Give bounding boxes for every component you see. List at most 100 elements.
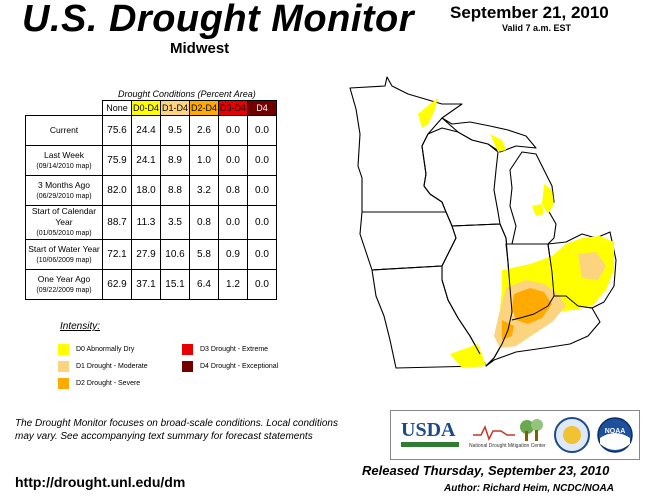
disclaimer-note: The Drought Monitor focuses on broad-sca… [15,418,338,442]
value-cell: 82.0 [102,175,132,206]
row-label: Start of Calendar Year [31,206,97,227]
value-cell: 27.9 [131,239,161,270]
value-cell: 3.5 [160,205,190,240]
row-sublabel: (09/22/2009 map) [36,286,92,294]
table-header-cell: D3-D4 [218,100,248,116]
d0-area-michigan-east [542,184,554,214]
state-outlines [349,76,617,369]
row-label: Last Week [43,149,84,160]
value-cell: 24.4 [131,115,161,146]
table-row: Current 75.6 24.4 9.5 2.6 0.0 0.0 [25,115,277,146]
legend-title: Intensity: [60,321,101,332]
noaa-logo-text: NOAA [605,428,626,435]
value-cell: 75.9 [102,145,132,176]
table-body: Current 75.6 24.4 9.5 2.6 0.0 0.0 Last Week (09/… [25,115,277,300]
d0-area-upper-peninsula [490,134,506,152]
d1-area-ohio-central [578,252,606,280]
table-row: Start of Water Year (10/06/2009 map) 72.1 2… [25,239,277,270]
table-row: One Year Ago (09/22/2009 map) 62.9 37.1 15.1… [25,269,277,300]
value-cell: 0.0 [247,239,277,270]
noaa-logo-icon: NOAA [597,417,633,453]
value-cell: 0.0 [247,269,277,300]
region-name: Midwest [170,40,230,57]
row-label-cell: Start of Calendar Year (01/05/2010 map) [25,205,103,240]
table-header-cell: D2-D4 [189,100,219,116]
legend-swatch [182,361,193,372]
row-label-cell: Current [25,115,103,146]
value-cell: 11.3 [131,205,161,240]
legend-label: D4 Drought - Exceptional [200,363,279,370]
website-link[interactable]: http://drought.unl.edu/dm [15,474,186,490]
value-cell: 62.9 [102,269,132,300]
value-cell: 0.9 [218,239,248,270]
value-cell: 0.0 [247,175,277,206]
row-label: 3 Months Ago [38,179,90,190]
value-cell: 0.0 [247,205,277,240]
value-cell: 0.8 [189,205,219,240]
row-sublabel: (10/06/2009 map) [36,256,92,264]
value-cell: 75.6 [102,115,132,146]
table-header-cell: D0-D4 [131,100,161,116]
midwest-drought-map [330,74,660,389]
table-header-row: None D0-D4 D1-D4 D2-D4 D3-D4 D4 [26,100,277,116]
value-cell: 0.8 [218,175,248,206]
value-cell: 0.0 [218,205,248,240]
value-cell: 5.8 [189,239,219,270]
legend-label: D3 Drought - Extreme [200,346,269,353]
value-cell: 18.0 [131,175,161,206]
state-borders-overlay [362,133,593,367]
row-label-cell: One Year Ago (09/22/2009 map) [25,269,103,300]
state-michigan-lp [509,151,557,245]
value-cell: 0.0 [247,145,277,176]
ndmc-logo: National Drought Mitigation Center [469,443,546,449]
row-sublabel: (09/14/2010 map) [36,162,92,170]
value-cell: 0.0 [218,145,248,176]
d0-area-missouri-bootheel [450,344,486,368]
value-cell: 88.7 [102,205,132,240]
value-cell: 0.0 [247,115,277,146]
d2-area-indiana-kentucky [512,288,552,324]
legend-label: D0 Abnormally Dry [76,346,135,353]
row-sublabel: (06/29/2010 map) [36,192,92,200]
usda-logo: USDA [401,419,456,441]
header-blank-cell [26,101,103,116]
drought-conditions-table: None D0-D4 D1-D4 D2-D4 D3-D4 D4 Current 75.6 24… [25,100,277,300]
value-cell: 3.2 [189,175,219,206]
value-cell: 8.8 [160,175,190,206]
value-cell: 6.4 [189,269,219,300]
table-caption: Drought Conditions (Percent Area) [118,89,256,99]
value-cell: 9.5 [160,115,190,146]
row-label: Start of Water Year [28,243,100,254]
usda-logo-bar [401,442,459,447]
value-cell: 1.2 [218,269,248,300]
table-row: Last Week (09/14/2010 map) 75.9 24.1 8.9 1.0 0… [25,145,277,176]
legend-swatch [58,361,69,372]
value-cell: 24.1 [131,145,161,176]
row-label: Current [49,125,79,135]
map-title: U.S. Drought Monitor [22,0,415,40]
valid-time: Valid 7 a.m. EST [502,23,572,33]
state-michigan-up [441,117,537,153]
row-label-cell: 3 Months Ago (06/29/2010 map) [25,175,103,206]
value-cell: 72.1 [102,239,132,270]
table-header-cell: D4 [247,100,277,116]
legend-swatch [182,344,193,355]
table-row: Start of Calendar Year (01/05/2010 map) 88… [25,205,277,240]
state-iowa [359,211,457,271]
table-header-cell: None [102,100,132,116]
row-sublabel: (01/05/2010 map) [36,230,92,237]
legend-swatch [58,378,69,389]
partner-logos: USDA National Drought Mitigation Center … [390,410,640,460]
d0-area-lake-superior [418,98,438,128]
legend-label: D2 Drought - Severe [76,380,141,387]
legend-label: D1 Drought - Moderate [76,363,148,370]
value-cell: 2.6 [189,115,219,146]
ndmc-logo-graphic [473,419,543,441]
map-date: September 21, 2010 [450,3,609,22]
row-label-cell: Start of Water Year (10/06/2009 map) [25,239,103,270]
value-cell: 0.0 [218,115,248,146]
value-cell: 15.1 [160,269,190,300]
author: Author: Richard Heim, NCDC/NOAA [444,483,615,494]
row-label: One Year Ago [37,273,91,284]
row-label-cell: Last Week (09/14/2010 map) [25,145,103,176]
